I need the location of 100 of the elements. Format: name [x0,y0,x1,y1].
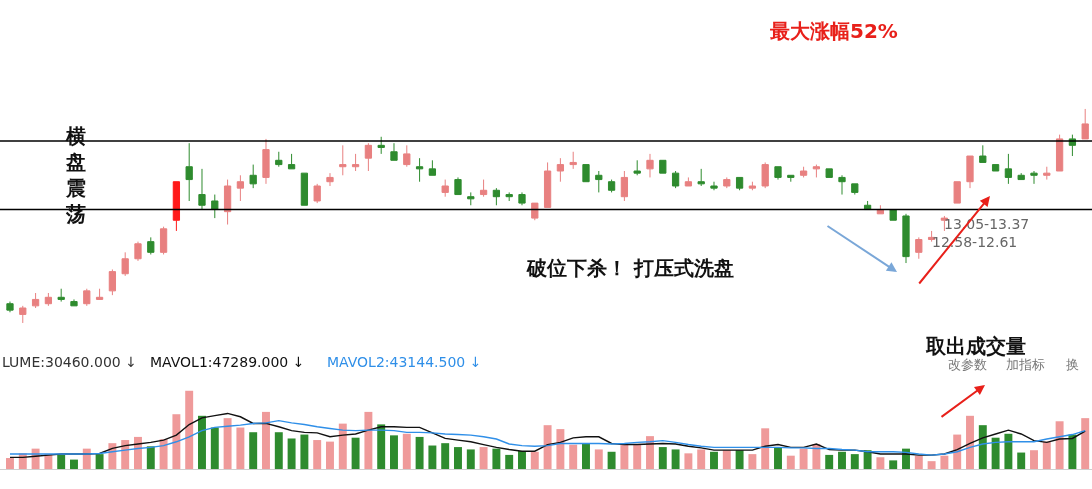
bar [249,432,258,469]
text: 加指标 [1006,357,1045,372]
bar [300,434,309,469]
bar [390,435,398,469]
candlestick [953,181,961,204]
annotation: 破位下杀！ 打压式洗盘 [526,256,734,280]
text: 改参数 [948,357,987,372]
candlestick [825,168,833,178]
candlestick [287,153,296,170]
bar [172,414,181,469]
chart-title: 最大涨幅52% [769,19,898,43]
candlestick [531,202,539,221]
bar [748,454,757,469]
bar [620,444,629,469]
candlestick [569,151,577,170]
candlestick [595,170,603,193]
candlestick [6,301,14,313]
bar [607,451,616,469]
candlestick [991,164,1000,172]
bar [697,449,706,469]
bar [223,418,232,469]
candlestick [492,187,501,206]
bar [722,450,731,469]
candlestick [83,288,91,307]
candlestick [799,166,808,178]
candlestick [185,142,193,202]
candlestick [300,172,309,206]
bar [351,437,360,469]
bar [454,447,462,469]
candlestick [697,168,705,187]
bar [364,411,373,469]
bar [377,424,386,469]
candlestick [979,144,987,163]
candlestick [31,292,40,309]
candlestick [556,157,565,183]
bar [274,432,283,469]
candlestick [95,288,104,300]
candlestick [454,176,462,196]
candlestick [966,155,974,189]
bar [658,447,667,469]
candlestick [620,170,629,202]
candlestick [633,159,641,176]
bar [1068,434,1077,469]
candlestick [1030,170,1038,185]
text: MAVOL1:47289.000 ↓ [150,354,305,370]
candlestick [479,179,488,198]
bar [57,454,66,469]
bar [415,436,424,469]
bar [1030,450,1038,469]
candlestick [44,292,53,307]
bar [326,441,334,469]
bar [1055,421,1064,469]
candlestick [351,153,360,172]
bar [236,427,245,469]
candlestick [735,176,744,191]
bar [210,427,219,469]
bar [262,411,270,469]
candlestick [262,138,270,185]
bar [684,453,693,469]
candlestick [1081,108,1089,140]
bar [441,443,450,469]
bar [543,425,552,469]
candlestick [236,174,245,202]
candlestick [607,179,616,193]
candlestick [710,181,718,191]
candlestick [812,164,821,178]
candlestick [403,144,411,168]
candlestick [377,136,385,155]
bar [6,458,14,469]
candlestick [761,161,769,189]
candlestick [313,183,321,204]
candlestick [518,191,526,206]
candlestick [390,142,398,161]
bar [940,455,949,469]
bar [594,449,603,469]
candlestick [211,194,219,219]
candlestick [915,236,923,260]
candlestick [467,191,475,206]
candlestick [838,174,846,196]
candlestick [19,305,27,324]
candlestick [748,181,757,191]
bar [786,455,795,469]
bar [838,451,846,469]
candlestick [134,241,142,262]
bar [313,440,322,469]
bar [1081,418,1090,469]
bar [1017,452,1026,469]
candlestick [684,176,693,187]
candlestick [159,226,168,255]
bar [479,447,488,469]
candlestick [774,166,782,181]
candlestick [646,153,654,178]
bar [466,449,475,469]
candlestick [223,179,232,226]
candlestick [172,181,181,232]
candlestick [428,159,437,176]
candlestick [364,142,373,172]
candlestick [70,298,78,307]
bar [850,454,859,469]
bar [927,461,936,469]
